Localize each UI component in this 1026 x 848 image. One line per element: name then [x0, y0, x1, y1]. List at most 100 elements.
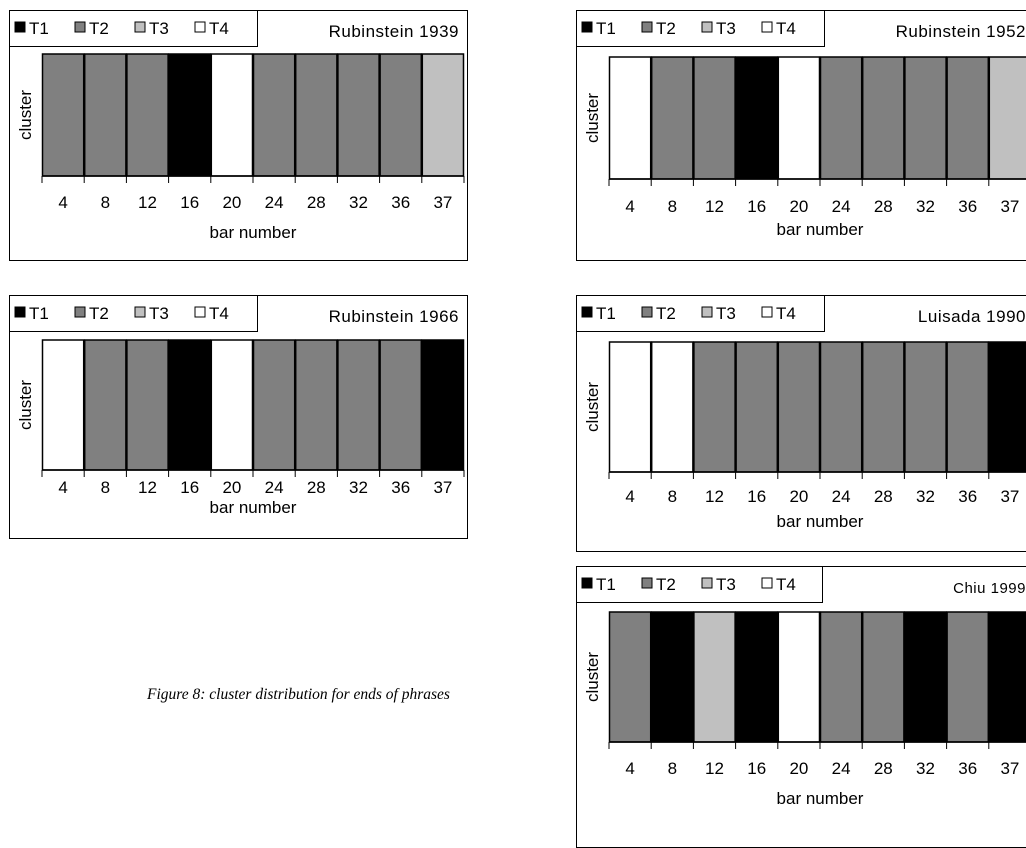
x-tick-label: 20 — [789, 197, 808, 216]
legend-swatch-t1 — [582, 22, 592, 32]
x-tick-label: 8 — [668, 759, 677, 778]
figure-caption: Figure 8: cluster distribution for ends … — [147, 686, 450, 704]
bar-20 — [211, 54, 252, 176]
bar-8 — [85, 54, 126, 176]
bar-20 — [778, 612, 819, 742]
bar-37 — [989, 57, 1026, 179]
x-tick-label: 4 — [625, 759, 634, 778]
bar-36 — [947, 342, 988, 472]
x-tick-label: 24 — [832, 197, 851, 216]
bar-12 — [694, 57, 735, 179]
x-tick-label: 37 — [1000, 759, 1019, 778]
bar-16 — [169, 340, 210, 470]
x-tick-label: 32 — [916, 759, 935, 778]
x-tick-label: 20 — [222, 193, 241, 212]
bar-37 — [422, 54, 463, 176]
legend-swatch-t2 — [75, 22, 85, 32]
bar-36 — [380, 54, 421, 176]
legend-swatch-t2 — [642, 22, 652, 32]
legend-swatch-t4 — [762, 307, 772, 317]
x-tick-label: 37 — [433, 478, 452, 497]
bar-20 — [778, 342, 819, 472]
legend-swatch-t4 — [762, 578, 772, 588]
x-tick-label: 16 — [747, 197, 766, 216]
x-tick-label: 36 — [958, 487, 977, 506]
bar-4 — [610, 612, 651, 742]
x-tick-label: 20 — [789, 487, 808, 506]
y-axis-label: cluster — [583, 652, 602, 702]
bar-4 — [43, 54, 84, 176]
x-tick-label: 12 — [138, 193, 157, 212]
legend-label-t4: T4 — [209, 19, 229, 38]
legend-swatch-t1 — [582, 307, 592, 317]
legend-label-t1: T1 — [596, 19, 616, 38]
bar-8 — [652, 342, 693, 472]
chart-title: Chiu 1999 — [953, 580, 1026, 597]
bar-24 — [821, 57, 862, 179]
legend-label-t3: T3 — [716, 304, 736, 323]
legend-swatch-t1 — [582, 578, 592, 588]
bar-28 — [296, 340, 337, 470]
bar-32 — [905, 342, 946, 472]
x-tick-label: 24 — [265, 193, 284, 212]
chart-title: Rubinstein 1966 — [329, 307, 459, 326]
x-tick-label: 32 — [916, 487, 935, 506]
bar-28 — [863, 612, 904, 742]
chart-title: Luisada 1990 — [918, 307, 1026, 326]
bar-37 — [422, 340, 463, 470]
x-tick-label: 32 — [916, 197, 935, 216]
x-tick-label: 12 — [705, 487, 724, 506]
legend-swatch-t4 — [762, 22, 772, 32]
bar-37 — [989, 342, 1026, 472]
x-tick-label: 37 — [1000, 197, 1019, 216]
x-tick-label: 36 — [391, 478, 410, 497]
bar-12 — [694, 342, 735, 472]
x-tick-label: 4 — [625, 197, 634, 216]
chart-title: Rubinstein 1952 — [896, 22, 1026, 41]
bar-28 — [296, 54, 337, 176]
x-tick-label: 4 — [58, 478, 67, 497]
legend-label-t2: T2 — [656, 19, 676, 38]
x-axis-label: bar number — [777, 220, 864, 239]
bar-8 — [652, 612, 693, 742]
x-tick-label: 20 — [222, 478, 241, 497]
bar-12 — [127, 340, 168, 470]
x-tick-label: 24 — [265, 478, 284, 497]
x-tick-label: 8 — [101, 193, 110, 212]
x-tick-label: 37 — [1000, 487, 1019, 506]
bar-12 — [127, 54, 168, 176]
legend-label-t3: T3 — [716, 19, 736, 38]
bar-16 — [736, 342, 777, 472]
legend-label-t4: T4 — [776, 19, 796, 38]
x-tick-label: 12 — [138, 478, 157, 497]
x-tick-label: 4 — [625, 487, 634, 506]
x-tick-label: 16 — [180, 193, 199, 212]
x-tick-label: 28 — [874, 487, 893, 506]
x-tick-label: 36 — [958, 759, 977, 778]
x-tick-label: 24 — [832, 487, 851, 506]
bar-36 — [947, 57, 988, 179]
bar-32 — [905, 57, 946, 179]
bar-24 — [821, 342, 862, 472]
bar-4 — [610, 57, 651, 179]
x-axis-label: bar number — [210, 223, 297, 242]
legend-label-t1: T1 — [596, 304, 616, 323]
x-axis-label: bar number — [777, 789, 864, 808]
bar-12 — [694, 612, 735, 742]
x-axis-label: bar number — [210, 498, 297, 517]
x-tick-label: 24 — [832, 759, 851, 778]
x-tick-label: 8 — [668, 487, 677, 506]
bar-16 — [736, 612, 777, 742]
x-tick-label: 12 — [705, 197, 724, 216]
legend-label-t2: T2 — [656, 304, 676, 323]
bar-24 — [254, 54, 295, 176]
x-tick-label: 20 — [789, 759, 808, 778]
legend-label-t4: T4 — [209, 304, 229, 323]
